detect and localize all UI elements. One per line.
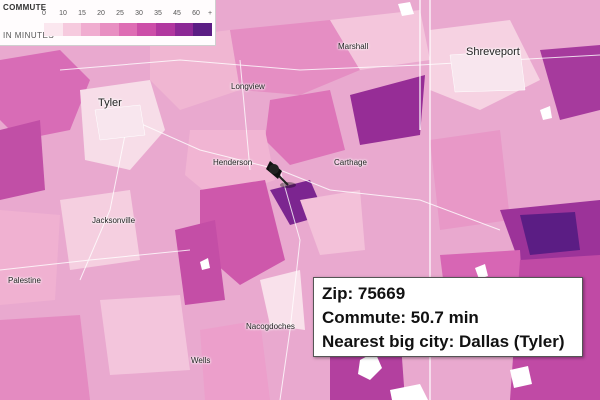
legend-swatch xyxy=(100,23,119,36)
city-label-longview: Longview xyxy=(231,82,265,91)
legend-swatch xyxy=(174,23,194,36)
zip-regions xyxy=(0,10,600,400)
nearest-city-line: Nearest big city: Dallas (Tyler) xyxy=(322,332,565,351)
legend-swatch xyxy=(193,23,213,36)
urban-areas xyxy=(94,49,526,141)
location-pin-icon xyxy=(266,161,296,188)
legend-ticks: 0 10 15 20 25 30 35 45 60 + xyxy=(42,10,212,20)
city-label-palestine: Palestine xyxy=(8,276,41,285)
legend-tick: 0 xyxy=(42,10,46,17)
zip-region xyxy=(175,220,225,305)
legend-subtitle: IN MINUTES xyxy=(3,31,55,40)
city-label-shreveport: Shreveport xyxy=(466,46,520,58)
city-label-marshall: Marshall xyxy=(338,42,369,51)
legend-color-scale xyxy=(44,23,213,36)
commute-line: Commute: 50.7 min xyxy=(322,308,479,327)
zip-region xyxy=(540,45,600,120)
zip-region xyxy=(350,75,425,145)
zip-region xyxy=(430,130,510,230)
legend-title: COMMUTE xyxy=(3,3,47,12)
zip-region xyxy=(0,210,60,305)
city-label-nacogdoches: Nacogdoches xyxy=(246,322,295,331)
legend-swatch xyxy=(81,23,101,36)
legend-tick: 30 xyxy=(135,10,143,17)
zip-region xyxy=(520,212,580,255)
legend-swatch xyxy=(44,23,63,36)
city-label-wells: Wells xyxy=(191,356,211,365)
zip-region xyxy=(230,20,360,95)
zip-region xyxy=(260,270,305,330)
city-label-jacksonville: Jacksonville xyxy=(92,216,136,225)
legend-swatch xyxy=(118,23,138,36)
legend-swatch xyxy=(137,23,157,36)
city-label-carthage: Carthage xyxy=(334,158,367,167)
zip-region xyxy=(0,120,45,200)
zip-info-box: Zip: 75669 Commute: 50.7 min Nearest big… xyxy=(313,277,583,357)
legend-tick: 45 xyxy=(173,10,181,17)
legend-tick: 60 xyxy=(192,10,200,17)
legend-tick: 25 xyxy=(116,10,124,17)
legend-tick: 20 xyxy=(97,10,105,17)
zip-region xyxy=(0,315,90,400)
zip-region xyxy=(200,320,270,400)
zip-region xyxy=(100,295,190,375)
legend-tick: 35 xyxy=(154,10,162,17)
legend-tick: 10 xyxy=(59,10,67,17)
legend-swatch xyxy=(156,23,175,36)
zip-region xyxy=(330,10,430,70)
commute-legend: COMMUTE IN MINUTES 0 10 15 20 25 30 35 4… xyxy=(0,0,216,46)
zip-region xyxy=(265,90,345,165)
city-label-tyler: Tyler xyxy=(98,97,122,109)
zip-line: Zip: 75669 xyxy=(322,284,406,303)
legend-tick: 15 xyxy=(78,10,86,17)
zip-region xyxy=(200,180,285,285)
city-label-henderson: Henderson xyxy=(213,158,253,167)
zip-region xyxy=(300,190,365,255)
legend-swatch xyxy=(62,23,82,36)
legend-tick: + xyxy=(207,10,213,17)
lakes xyxy=(200,2,552,400)
zip-region xyxy=(150,30,240,110)
zip-region xyxy=(60,190,140,270)
zip-region xyxy=(0,50,90,140)
